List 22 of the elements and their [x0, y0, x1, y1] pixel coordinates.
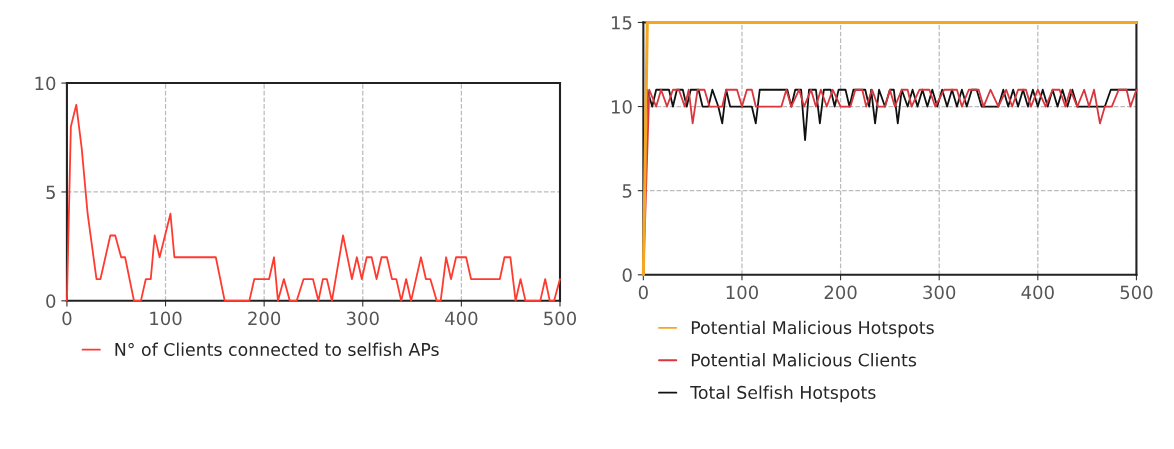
y-tick-label: 5: [622, 184, 632, 198]
legend-label: N° of Clients connected to selfish APs: [115, 342, 439, 357]
legend-label: Potential Malicious Clients: [691, 353, 917, 367]
y-tick-label: 15: [611, 16, 632, 30]
legend-label: Potential Malicious Hotspots: [691, 320, 934, 338]
x-tick-label: 200: [824, 285, 857, 300]
x-tick-label: 100: [150, 311, 182, 326]
x-tick-label: 500: [544, 311, 577, 326]
x-tick-label: 100: [726, 285, 758, 300]
y-tick-label: 10: [611, 100, 632, 114]
x-tick-label: 400: [1021, 285, 1054, 300]
y-tick-label: 10: [35, 76, 56, 91]
x-tick-label: 200: [248, 311, 281, 326]
x-tick-label: 0: [62, 311, 72, 326]
legend-label: Total Selfish Hotspots: [690, 385, 876, 403]
x-tick-label: 0: [638, 285, 648, 300]
x-tick-label: 500: [1120, 285, 1153, 300]
x-tick-label: 400: [445, 311, 478, 326]
y-tick-label: 0: [622, 268, 632, 282]
x-tick-label: 300: [346, 311, 379, 326]
y-tick-label: 5: [46, 185, 55, 200]
x-tick-label: 300: [923, 285, 956, 300]
